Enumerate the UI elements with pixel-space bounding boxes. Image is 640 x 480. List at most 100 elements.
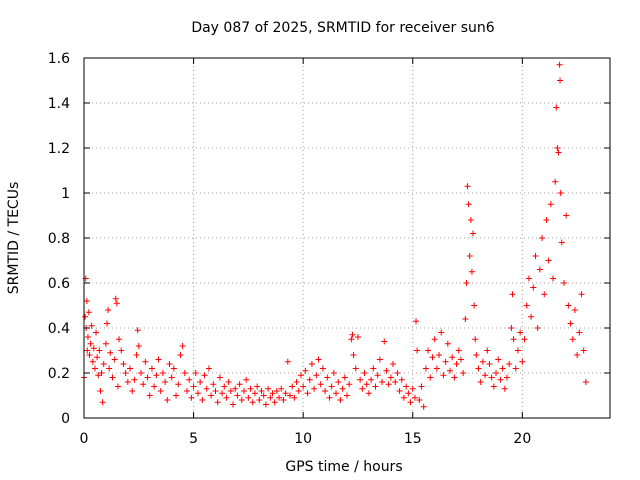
data-point bbox=[381, 338, 388, 345]
data-point bbox=[184, 388, 191, 394]
grid-lines bbox=[84, 58, 610, 418]
data-point bbox=[97, 388, 104, 394]
data-point bbox=[429, 354, 436, 361]
data-point bbox=[416, 397, 423, 403]
data-point bbox=[273, 388, 280, 394]
data-point bbox=[192, 370, 199, 376]
data-point bbox=[144, 374, 151, 381]
data-point bbox=[387, 374, 394, 381]
data-point bbox=[94, 354, 101, 361]
data-point bbox=[578, 291, 585, 298]
data-point bbox=[467, 217, 474, 223]
data-point bbox=[468, 268, 475, 275]
data-point bbox=[322, 388, 329, 394]
data-point bbox=[523, 302, 530, 309]
data-point bbox=[539, 235, 546, 241]
data-point bbox=[472, 336, 479, 343]
data-point bbox=[335, 379, 342, 385]
data-point bbox=[104, 320, 111, 327]
data-point bbox=[88, 322, 95, 329]
x-tick-label: 0 bbox=[80, 431, 89, 447]
data-point bbox=[488, 374, 495, 381]
axis-ticks bbox=[83, 57, 610, 419]
data-point bbox=[197, 379, 204, 385]
data-point bbox=[553, 104, 560, 111]
data-point bbox=[135, 343, 142, 349]
data-point bbox=[457, 356, 464, 363]
data-point bbox=[122, 370, 129, 376]
data-point bbox=[232, 385, 239, 392]
data-point bbox=[313, 372, 320, 379]
data-point bbox=[547, 201, 554, 208]
data-point bbox=[251, 390, 258, 397]
data-point bbox=[199, 397, 206, 403]
data-point bbox=[499, 365, 506, 372]
data-point bbox=[208, 392, 215, 399]
data-point bbox=[179, 343, 186, 349]
data-point bbox=[330, 370, 337, 376]
data-point bbox=[427, 374, 434, 381]
x-tick-label: 5 bbox=[189, 431, 198, 447]
data-point bbox=[407, 399, 414, 406]
data-point bbox=[194, 390, 201, 397]
data-point bbox=[234, 392, 241, 399]
data-point bbox=[453, 361, 460, 367]
data-point bbox=[124, 379, 131, 385]
data-point bbox=[506, 361, 513, 367]
data-point bbox=[495, 356, 502, 363]
data-point bbox=[214, 399, 221, 406]
data-point bbox=[109, 374, 116, 381]
data-point bbox=[433, 365, 440, 372]
data-point bbox=[90, 345, 97, 352]
data-point bbox=[326, 394, 333, 401]
data-point bbox=[100, 361, 107, 367]
data-point bbox=[394, 370, 401, 376]
data-point bbox=[455, 347, 462, 354]
data-point bbox=[339, 385, 346, 392]
y-tick-label: 1.2 bbox=[48, 141, 70, 157]
x-tick-label: 20 bbox=[513, 431, 531, 447]
data-point bbox=[348, 336, 355, 343]
y-tick-label: 1.4 bbox=[48, 96, 70, 112]
data-point bbox=[265, 385, 272, 392]
data-point bbox=[403, 383, 410, 390]
data-point bbox=[87, 340, 94, 347]
data-point bbox=[357, 376, 364, 383]
data-point bbox=[201, 372, 208, 379]
data-point bbox=[368, 376, 375, 383]
data-point bbox=[282, 390, 289, 397]
data-point bbox=[405, 390, 412, 397]
data-point bbox=[344, 392, 350, 399]
data-point bbox=[361, 370, 368, 376]
data-point bbox=[212, 388, 219, 394]
data-point bbox=[302, 367, 309, 374]
data-point bbox=[418, 383, 425, 390]
data-point bbox=[129, 388, 136, 394]
data-point bbox=[541, 291, 548, 298]
data-point bbox=[365, 390, 372, 397]
data-point bbox=[258, 388, 265, 394]
data-point bbox=[221, 383, 228, 390]
y-tick-label: 0.8 bbox=[48, 231, 70, 247]
data-point bbox=[190, 383, 197, 390]
data-point bbox=[89, 358, 96, 365]
data-point bbox=[558, 239, 565, 246]
data-point bbox=[479, 358, 486, 365]
data-point bbox=[127, 365, 134, 372]
data-point bbox=[210, 381, 217, 388]
data-point bbox=[111, 356, 118, 363]
data-point bbox=[164, 397, 171, 403]
data-point bbox=[379, 379, 386, 385]
data-point bbox=[287, 392, 294, 399]
data-point bbox=[216, 374, 223, 381]
data-point bbox=[503, 374, 510, 381]
data-point bbox=[490, 383, 497, 390]
data-point bbox=[85, 309, 92, 316]
data-point bbox=[146, 392, 153, 399]
data-point bbox=[341, 374, 348, 381]
data-point bbox=[317, 381, 324, 388]
data-point bbox=[300, 383, 307, 390]
chart-title: Day 087 of 2025, SRMTID for receiver sun… bbox=[191, 20, 494, 36]
data-point bbox=[359, 385, 366, 392]
x-axis-tick-labels: 0 5 10 15 20 bbox=[80, 431, 532, 447]
